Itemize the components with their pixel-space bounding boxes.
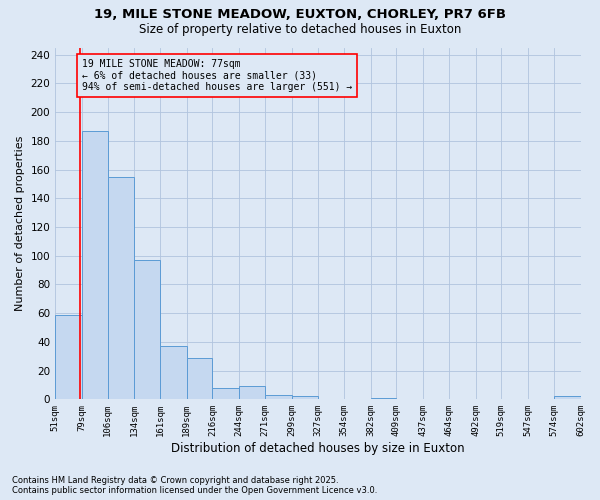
- Bar: [265, 395, 292, 400]
- Bar: [82, 131, 107, 400]
- Y-axis label: Number of detached properties: Number of detached properties: [15, 136, 25, 311]
- Text: 19 MILE STONE MEADOW: 77sqm
← 6% of detached houses are smaller (33)
94% of semi: 19 MILE STONE MEADOW: 77sqm ← 6% of deta…: [82, 59, 352, 92]
- Bar: [554, 396, 581, 400]
- Bar: [371, 398, 397, 400]
- Bar: [107, 176, 134, 400]
- Bar: [55, 314, 82, 400]
- Bar: [212, 388, 239, 400]
- Text: Contains HM Land Registry data © Crown copyright and database right 2025.
Contai: Contains HM Land Registry data © Crown c…: [12, 476, 377, 495]
- Bar: [292, 396, 319, 400]
- Bar: [160, 346, 187, 400]
- Bar: [134, 260, 160, 400]
- Bar: [239, 386, 265, 400]
- Text: Size of property relative to detached houses in Euxton: Size of property relative to detached ho…: [139, 22, 461, 36]
- Bar: [187, 358, 212, 400]
- Text: 19, MILE STONE MEADOW, EUXTON, CHORLEY, PR7 6FB: 19, MILE STONE MEADOW, EUXTON, CHORLEY, …: [94, 8, 506, 20]
- X-axis label: Distribution of detached houses by size in Euxton: Distribution of detached houses by size …: [171, 442, 464, 455]
